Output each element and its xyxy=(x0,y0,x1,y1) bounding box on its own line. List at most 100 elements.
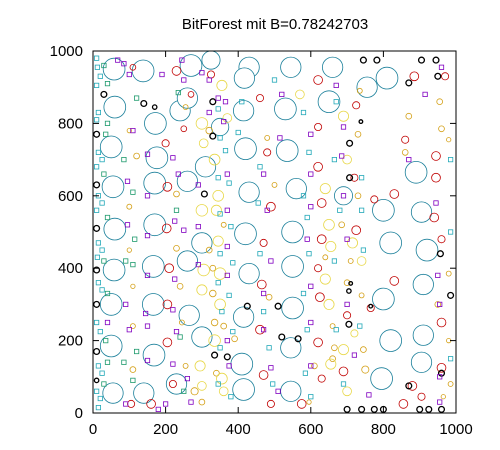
cyan-square xyxy=(94,117,100,123)
red-circle xyxy=(168,379,177,388)
purple-square xyxy=(264,207,270,213)
gold-circle xyxy=(446,137,452,143)
black-circle xyxy=(346,288,352,294)
yellow-circle xyxy=(323,219,335,231)
red-circle xyxy=(389,189,400,199)
cyan-square xyxy=(94,254,100,260)
yellow-circle xyxy=(195,204,209,217)
teal-circle xyxy=(191,232,213,254)
yellow-circle xyxy=(195,117,209,130)
black-circle xyxy=(345,320,353,328)
purple-square xyxy=(104,319,111,326)
purple-square xyxy=(123,301,129,308)
cyan-square xyxy=(219,308,225,315)
cyan-square xyxy=(300,193,307,199)
yellow-circle xyxy=(198,138,209,149)
teal-circle xyxy=(412,324,434,346)
red-circle xyxy=(316,234,327,245)
purple-square xyxy=(130,127,136,134)
yellow-circle xyxy=(295,89,305,100)
green-square xyxy=(104,81,111,87)
purple-square xyxy=(344,236,350,242)
cyan-square xyxy=(97,395,103,402)
yellow-circle xyxy=(342,386,352,397)
teal-circle xyxy=(372,199,395,222)
green-square xyxy=(130,261,136,268)
black-circle xyxy=(243,302,251,310)
purple-square xyxy=(224,272,230,279)
cyan-square xyxy=(270,381,276,387)
teal-circle xyxy=(234,222,257,246)
green-square xyxy=(103,337,109,344)
gold-circle xyxy=(129,366,137,373)
cyan-square xyxy=(331,258,338,264)
gold-circle xyxy=(265,293,273,301)
gold-circle xyxy=(401,149,409,156)
cyan-square xyxy=(358,207,365,213)
purple-square xyxy=(308,319,314,326)
cyan-square xyxy=(95,240,101,246)
cyan-square xyxy=(226,292,232,299)
green-square xyxy=(130,189,136,195)
purple-square xyxy=(268,365,274,371)
teal-circle xyxy=(179,54,203,77)
yellow-circle xyxy=(218,386,229,397)
teal-circle xyxy=(176,170,198,192)
purple-square xyxy=(175,171,181,177)
red-circle xyxy=(180,125,188,133)
green-square xyxy=(121,156,127,163)
purple-square xyxy=(268,258,274,264)
cyan-square xyxy=(215,106,221,112)
purple-square xyxy=(199,70,205,76)
yellow-circle xyxy=(196,284,208,296)
red-circle xyxy=(401,135,410,144)
gold-circle xyxy=(447,381,454,387)
black-circle xyxy=(223,353,231,361)
red-circle xyxy=(389,276,400,286)
purple-square xyxy=(351,352,358,358)
purple-square xyxy=(172,276,178,282)
black-circle xyxy=(274,302,282,310)
black-circle xyxy=(447,291,455,299)
teal-circle xyxy=(280,380,302,402)
purple-square xyxy=(224,171,230,177)
teal-circle xyxy=(317,90,341,113)
green-square xyxy=(104,120,111,126)
cyan-square xyxy=(94,64,100,70)
purple-square xyxy=(406,156,412,163)
cyan-square xyxy=(306,251,312,257)
cyan-square xyxy=(95,280,101,286)
gold-circle xyxy=(358,292,365,299)
teal-circle xyxy=(103,95,127,119)
gold-circle xyxy=(354,131,362,138)
gold-circle xyxy=(129,323,136,330)
gold-circle xyxy=(178,319,185,326)
cyan-square xyxy=(95,363,101,369)
gold-circle xyxy=(182,104,189,110)
gold-circle xyxy=(329,323,336,330)
yellow-circle xyxy=(197,263,210,277)
red-circle xyxy=(437,235,446,244)
y-tick-label: 1000 xyxy=(50,43,83,60)
black-circle xyxy=(434,72,442,80)
yellow-circle xyxy=(323,298,335,310)
teal-circle xyxy=(234,137,257,161)
black-circle xyxy=(416,405,424,413)
teal-circle xyxy=(176,87,198,109)
purple-square xyxy=(124,178,131,184)
cyan-square xyxy=(300,290,307,297)
teal-circle xyxy=(233,67,255,89)
red-circle xyxy=(266,399,275,408)
purple-square xyxy=(179,57,185,63)
purple-square xyxy=(308,204,314,210)
teal-circle xyxy=(410,351,433,373)
black-circle xyxy=(417,56,426,64)
green-square xyxy=(123,258,129,264)
purple-square xyxy=(333,82,339,88)
gold-circle xyxy=(231,335,238,343)
black-circle xyxy=(358,405,366,413)
teal-circle xyxy=(99,135,123,159)
gold-circle xyxy=(264,134,271,141)
gold-circle xyxy=(198,398,206,406)
purple-square xyxy=(260,327,267,333)
